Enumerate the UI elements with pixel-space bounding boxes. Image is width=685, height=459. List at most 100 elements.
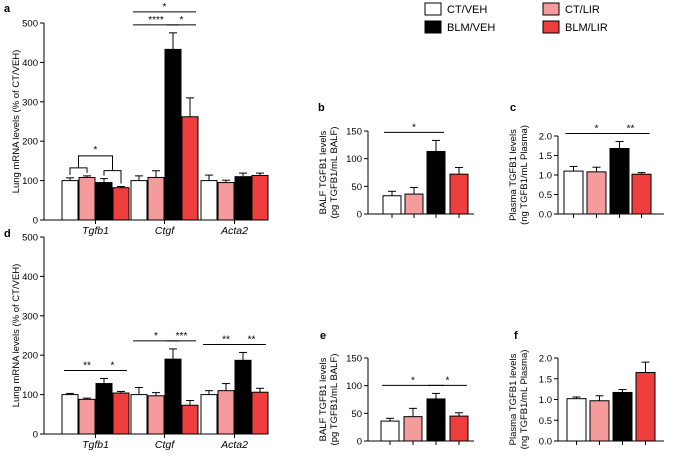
- bar: [147, 395, 165, 435]
- panel-letter-a: a: [4, 3, 11, 15]
- y-tick-label: 0: [357, 437, 362, 448]
- bar: [382, 195, 402, 215]
- bar: [200, 394, 218, 435]
- y-tick-label: 0.0: [539, 210, 552, 221]
- bar: [631, 173, 652, 215]
- y-axis-label-units: (pg TGFB1/mL BALF): [329, 127, 340, 219]
- panel-letter-f: f: [514, 330, 518, 342]
- bar: [563, 170, 584, 215]
- bar: [78, 398, 96, 435]
- bar: [234, 176, 252, 221]
- category-label: Tgfb1: [82, 439, 109, 451]
- y-axis-label-units: (ng TGFB1/mL Plasma): [519, 125, 530, 225]
- bar: [251, 174, 269, 221]
- y-tick-label: 1.0: [539, 171, 552, 182]
- y-tick-label: 0: [357, 210, 362, 221]
- panel-letter-b: b: [318, 102, 325, 114]
- significance-label: *: [154, 331, 158, 342]
- significance-label: *: [94, 145, 98, 156]
- significance-label: ***: [176, 331, 188, 342]
- bar: [112, 187, 130, 221]
- y-tick-label: 0: [33, 430, 38, 441]
- bar: [635, 372, 656, 442]
- bar: [200, 180, 218, 221]
- bar: [130, 180, 148, 221]
- significance-label: *: [180, 15, 184, 26]
- y-tick-label: 100: [22, 390, 38, 401]
- bar: [426, 150, 446, 215]
- y-tick-label: 0.5: [539, 416, 552, 427]
- panel-letter-e: e: [320, 330, 326, 342]
- bar: [164, 358, 182, 435]
- y-tick-label: 2.0: [539, 132, 552, 143]
- bar: [609, 147, 630, 215]
- bar: [217, 390, 235, 435]
- y-axis-label: Lung mRNA levels (% of CT/VEH): [11, 264, 22, 408]
- legend-label: CT/VEH: [447, 4, 487, 16]
- y-tick-label: 150: [346, 127, 362, 138]
- category-label: Ctgf: [155, 439, 175, 451]
- significance-label: *: [411, 375, 415, 386]
- y-tick-label: 50: [351, 182, 362, 193]
- significance-label: **: [248, 334, 256, 345]
- category-label: Ctgf: [155, 225, 175, 237]
- bar: [403, 416, 423, 442]
- legend-swatch: [542, 2, 560, 16]
- significance-line: [103, 170, 122, 184]
- bar: [61, 180, 79, 221]
- y-tick-label: 100: [346, 154, 362, 165]
- panel-letter-c: c: [510, 102, 516, 114]
- significance-line: [78, 155, 113, 171]
- bar: [61, 394, 79, 435]
- y-tick-label: 0: [33, 216, 38, 227]
- y-tick-label: 1.0: [539, 395, 552, 406]
- significance-label: ****: [148, 15, 164, 26]
- bar: [404, 193, 424, 215]
- y-axis-label: Lung mRNA levels (% of CT/VEH): [11, 50, 22, 194]
- y-tick-label: 0.5: [539, 190, 552, 201]
- y-tick-label: 100: [22, 176, 38, 187]
- y-axis-label-units: (pg TGFB1/mL BALF): [329, 354, 340, 446]
- panel-letter-d: d: [4, 228, 11, 240]
- legend-swatch: [542, 20, 560, 34]
- y-tick-label: 50: [351, 409, 362, 420]
- legend-label: CT/LIR: [565, 4, 600, 16]
- category-label: Acta2: [220, 439, 248, 451]
- y-tick-label: 2.0: [539, 354, 552, 365]
- significance-label: **: [222, 334, 230, 345]
- y-tick-label: 0.0: [539, 437, 552, 448]
- legend-label: BLM/VEH: [447, 22, 495, 34]
- y-axis-label: Plasma TGFB1 levels: [508, 353, 519, 445]
- bar: [181, 116, 199, 221]
- y-tick-label: 500: [22, 233, 38, 244]
- y-tick-label: 150: [346, 354, 362, 365]
- bar: [586, 171, 607, 215]
- bar: [147, 176, 165, 221]
- y-axis-label: Plasma TGFB1 levels: [508, 129, 519, 221]
- significance-label: *: [412, 122, 416, 133]
- y-tick-label: 200: [22, 137, 38, 148]
- category-label: Tgfb1: [82, 225, 109, 237]
- bar: [426, 398, 446, 442]
- y-tick-label: 400: [22, 272, 38, 283]
- y-tick-label: 400: [22, 58, 38, 69]
- bar: [449, 173, 469, 215]
- bar: [164, 48, 182, 221]
- bar: [589, 400, 610, 442]
- bar: [112, 392, 130, 435]
- bar: [78, 176, 96, 221]
- bar: [234, 359, 252, 435]
- bar: [130, 394, 148, 435]
- significance-label: *: [163, 2, 167, 13]
- category-label: Acta2: [220, 225, 248, 237]
- significance-label: *: [111, 360, 115, 371]
- legend-label: BLM/LIR: [565, 22, 608, 34]
- significance-label: *: [446, 375, 450, 386]
- significance-line: [69, 167, 88, 175]
- bar: [95, 182, 113, 221]
- bar: [181, 404, 199, 435]
- bar: [380, 420, 400, 442]
- bar: [217, 182, 235, 221]
- significance-label: **: [627, 123, 635, 134]
